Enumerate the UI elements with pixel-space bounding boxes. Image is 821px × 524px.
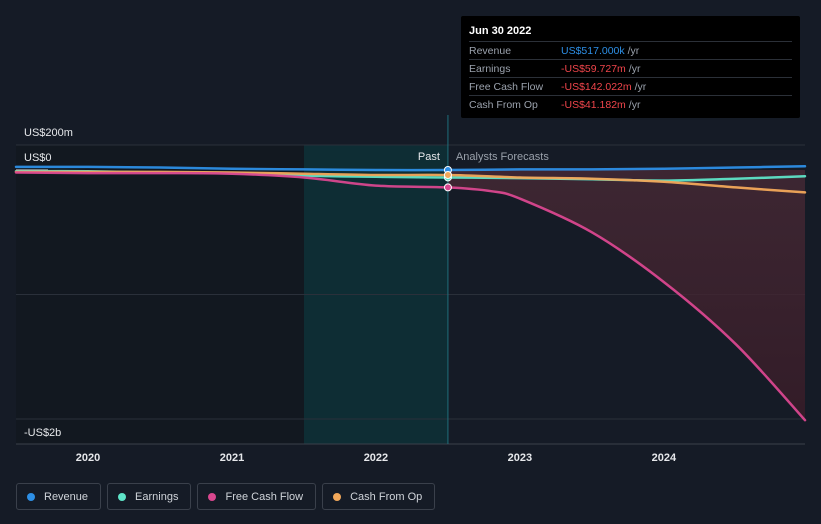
- tooltip-unit: /yr: [628, 98, 641, 111]
- legend-dot-icon: [208, 492, 217, 501]
- x-tick-label: 2024: [652, 452, 677, 464]
- legend: Revenue Earnings Free Cash Flow Cash Fro…: [16, 483, 436, 510]
- tooltip-value: -US$41.182m: [561, 98, 626, 111]
- legend-item-revenue[interactable]: Revenue: [16, 483, 102, 510]
- y-label-zero: US$0: [24, 152, 52, 164]
- legend-dot-icon: [27, 492, 35, 501]
- legend-dot-icon: [333, 492, 342, 501]
- x-tick-label: 2020: [76, 452, 100, 464]
- tooltip-unit: /yr: [634, 80, 647, 93]
- tooltip-unit: /yr: [628, 62, 641, 75]
- tooltip-date: Jun 30 2022: [469, 25, 532, 37]
- tooltip-row-revenue: Revenue US$517.000k /yr: [469, 41, 792, 59]
- tooltip-value: -US$59.727m: [561, 62, 626, 75]
- x-tick-label: 2023: [508, 452, 532, 464]
- fcf-forecast-area: [447, 170, 805, 421]
- tooltip-label: Free Cash Flow: [469, 80, 544, 93]
- tooltip-unit: /yr: [627, 44, 640, 57]
- tooltip-label: Cash From Op: [469, 98, 538, 111]
- legend-label: Free Cash Flow: [225, 490, 304, 503]
- tooltip-label: Revenue: [469, 44, 512, 57]
- legend-label: Earnings: [135, 490, 179, 503]
- y-label-bottom: -US$2b: [24, 427, 61, 439]
- x-tick-label: 2021: [220, 452, 244, 464]
- marker-cash-from-op: [443, 170, 452, 179]
- forecast-label: Analysts Forecasts: [456, 151, 549, 163]
- legend-label: Cash From Op: [350, 490, 423, 503]
- series-line-revenue: [14, 165, 807, 172]
- tooltip-value: -US$142.022m: [561, 80, 632, 93]
- tooltip: Jun 30 2022 Revenue US$517.000k /yr Earn…: [461, 16, 800, 118]
- past-label: Past: [418, 151, 440, 163]
- legend-item-free-cash-flow[interactable]: Free Cash Flow: [197, 483, 317, 510]
- legend-label: Revenue: [44, 490, 89, 503]
- tooltip-row-earnings: Earnings -US$59.727m /yr: [469, 59, 792, 77]
- legend-item-cash-from-op[interactable]: Cash From Op: [322, 483, 436, 510]
- tooltip-row-cash-from-op: Cash From Op -US$41.182m /yr: [469, 95, 792, 113]
- marker-free-cash-flow: [443, 183, 452, 192]
- tooltip-label: Earnings: [469, 62, 511, 75]
- tooltip-row-free-cash-flow: Free Cash Flow -US$142.022m /yr: [469, 77, 792, 95]
- x-tick-label: 2022: [364, 452, 388, 464]
- y-label-top: US$200m: [24, 127, 73, 139]
- legend-item-earnings[interactable]: Earnings: [107, 483, 192, 510]
- tooltip-value: US$517.000k: [561, 44, 625, 57]
- legend-dot-icon: [118, 492, 127, 501]
